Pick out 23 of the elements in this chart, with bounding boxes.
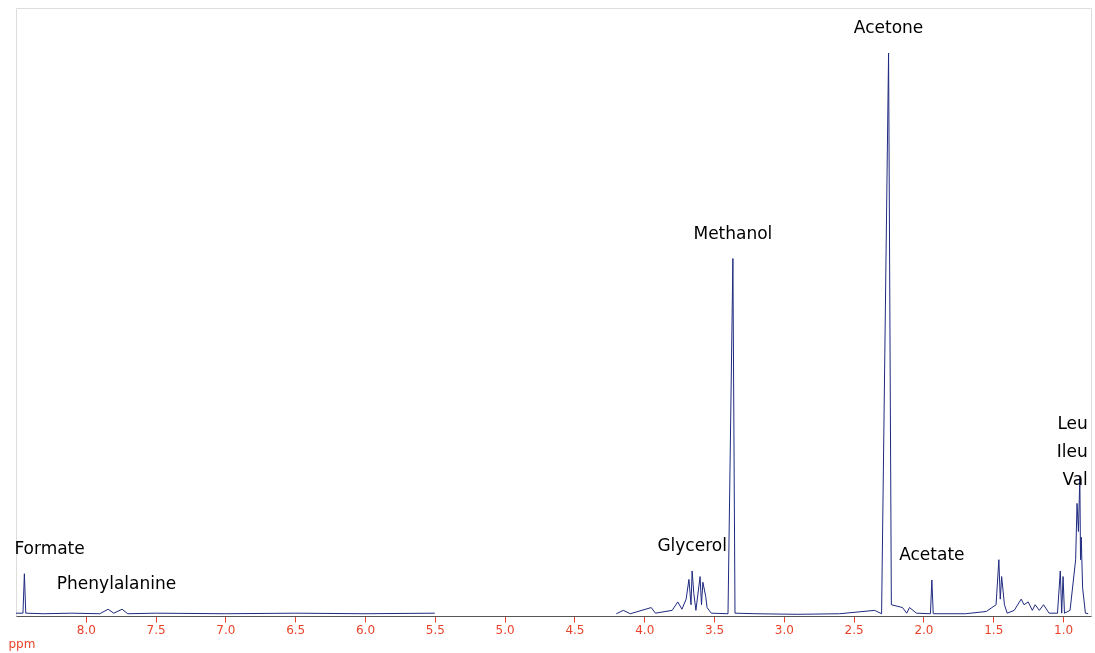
x-tick-label: 2.0 — [914, 622, 934, 637]
x-tick-label: 6.5 — [286, 622, 306, 637]
annotation: Acetone — [853, 17, 924, 38]
annotation: Leu Ileu Val — [1056, 412, 1088, 489]
x-tick-label: 7.0 — [216, 622, 236, 637]
x-tick-label: 5.5 — [425, 622, 445, 637]
x-axis-title: ppm — [8, 636, 36, 651]
x-tick-label: 8.0 — [76, 622, 96, 637]
x-tick-label: 1.5 — [984, 622, 1004, 637]
x-tick-label: 7.5 — [146, 622, 166, 637]
x-tick-label: 3.0 — [774, 622, 794, 637]
x-tick-label: 1.0 — [1054, 622, 1074, 637]
annotation: Glycerol — [657, 534, 727, 555]
x-tick-label: 6.0 — [355, 622, 376, 637]
annotation: Phenylalanine — [56, 573, 177, 594]
x-tick-label: 3.5 — [705, 622, 725, 637]
x-tick-label: 2.5 — [844, 622, 864, 637]
x-tick-label: 4.5 — [565, 622, 585, 637]
annotation: Formate — [14, 537, 85, 558]
x-tick-label: 5.0 — [495, 622, 515, 637]
x-tick-label: 4.0 — [635, 622, 655, 637]
annotation: Acetate — [899, 543, 965, 564]
annotation: Methanol — [693, 222, 773, 243]
